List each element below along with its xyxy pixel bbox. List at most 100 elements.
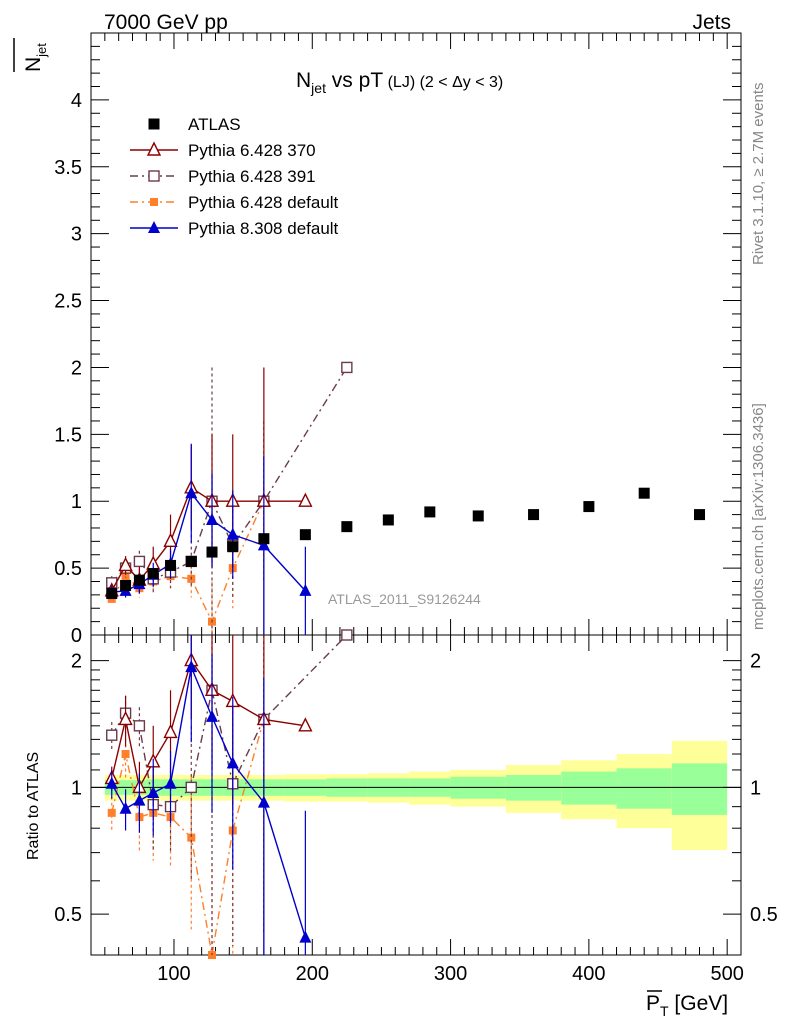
top-series-2-point bbox=[341, 361, 353, 374]
ratio-series-1-point bbox=[185, 781, 197, 794]
ylabel-main: N bbox=[22, 57, 45, 72]
green-band-bin bbox=[671, 763, 728, 815]
ratio-series-3-point bbox=[133, 793, 146, 806]
legend-label: Pythia 6.428 370 bbox=[188, 141, 316, 160]
ratio-y-tick-label: 0.5 bbox=[54, 904, 82, 926]
legend-marker bbox=[148, 170, 160, 182]
ratio-y-tick-label-right: 0.5 bbox=[750, 904, 778, 926]
ratio-series-1-point bbox=[341, 629, 353, 641]
ratio-series-1-point bbox=[106, 729, 118, 741]
ratio-series-0-point bbox=[163, 723, 178, 739]
y-tick-label: 4 bbox=[71, 90, 82, 112]
top-series-4-point bbox=[206, 512, 219, 525]
top-series-0-point bbox=[382, 514, 394, 526]
svg-text:Njet: Njet bbox=[22, 43, 49, 72]
green-band-bin bbox=[561, 771, 617, 805]
top-series-0-point bbox=[528, 509, 540, 521]
top-series-0-point bbox=[165, 559, 177, 571]
top-series-0-point bbox=[227, 541, 239, 553]
ratio-y-tick-label: 2 bbox=[71, 651, 82, 673]
x-tick-label: 200 bbox=[296, 963, 329, 985]
ratio-series-3-point bbox=[147, 785, 160, 798]
y-tick-label: 2.5 bbox=[54, 291, 82, 313]
rivet-label: Rivet 3.1.10, ≥ 2.7M events bbox=[750, 83, 767, 266]
analysis-label: ATLAS_2011_S9126244 bbox=[328, 591, 481, 607]
ratio-series-3-point bbox=[299, 930, 312, 943]
top-series-0-point bbox=[424, 506, 436, 518]
xlabel-sub: T bbox=[660, 1003, 669, 1019]
y-tick-label: 1.5 bbox=[54, 424, 82, 446]
top-series-0-point bbox=[120, 580, 132, 592]
ratio-series-3-point bbox=[226, 756, 239, 769]
main-title: Njet vs pT (LJ) (2 < Δy < 3) bbox=[296, 69, 503, 96]
top-series-0-point bbox=[341, 521, 353, 533]
ratio-series-0-point bbox=[118, 710, 133, 726]
top-series-2-point bbox=[133, 555, 146, 568]
top-series-1-point bbox=[118, 556, 133, 572]
top-series-0-point bbox=[583, 501, 595, 513]
top-series-4-point bbox=[226, 527, 239, 540]
ratio-series-3-point bbox=[119, 801, 132, 814]
xlabel-main: P bbox=[646, 992, 660, 1015]
green-band-bin bbox=[616, 768, 672, 809]
legend-label: Pythia 6.428 391 bbox=[188, 167, 316, 186]
top-series-4-point bbox=[185, 486, 198, 499]
x-tick-label: 400 bbox=[572, 963, 605, 985]
top-series-0-point bbox=[106, 588, 118, 600]
title-small: (LJ) (2 < Δy < 3) bbox=[383, 74, 503, 91]
xlabel-rest: [GeV] bbox=[669, 992, 729, 1015]
legend-label: Pythia 8.308 default bbox=[188, 219, 339, 238]
top-series-4-line bbox=[111, 491, 306, 593]
title-rest: vs pT bbox=[326, 69, 383, 92]
top-series-0-point bbox=[472, 510, 484, 522]
x-tick-label: 300 bbox=[434, 963, 467, 985]
header-right-label: Jets bbox=[692, 11, 731, 34]
legend-marker bbox=[150, 198, 158, 206]
legend-label: ATLAS bbox=[188, 115, 241, 134]
top-series-0-point bbox=[258, 533, 270, 545]
ratio-series-3-point bbox=[164, 776, 177, 789]
x-tick-label: 100 bbox=[157, 963, 190, 985]
header-left-label: 7000 GeV pp bbox=[104, 11, 228, 34]
top-series-4-point bbox=[299, 583, 312, 596]
top-plot-series bbox=[104, 361, 706, 635]
mcplots-label: mcplots.cern.ch [arXiv:1306.3436] bbox=[750, 403, 767, 630]
top-series-0-point bbox=[638, 487, 650, 499]
y-tick-label: 0.5 bbox=[54, 558, 82, 580]
ratio-plot-series bbox=[104, 629, 353, 959]
top-series-1-point bbox=[298, 492, 313, 507]
top-series-0-point bbox=[299, 529, 311, 541]
ratio-series-2-point bbox=[107, 808, 116, 817]
title-main: N bbox=[296, 69, 311, 92]
top-series-2-line bbox=[111, 367, 348, 584]
xlabel: PT [GeV] bbox=[646, 992, 728, 1019]
ratio-series-1-point bbox=[133, 720, 146, 732]
top-series-0-point bbox=[147, 567, 159, 579]
ratio-series-3-point bbox=[257, 795, 270, 808]
top-series-0-point bbox=[185, 555, 197, 567]
top-series-4-point bbox=[257, 538, 270, 551]
legend-marker bbox=[148, 221, 160, 233]
ratio-y-tick-label: 1 bbox=[71, 777, 82, 799]
top-ylabel: Njet bbox=[22, 43, 49, 72]
ratio-series-3-point bbox=[105, 776, 118, 789]
top-series-3-point bbox=[121, 572, 130, 581]
ratio-series-3-point bbox=[206, 709, 219, 722]
ratio-y-tick-label-right: 2 bbox=[750, 651, 761, 673]
x-tick-label: 500 bbox=[710, 963, 743, 985]
y-tick-label: 2 bbox=[71, 357, 82, 379]
ratio-series-3-point bbox=[185, 660, 198, 673]
title-sub: jet bbox=[310, 80, 326, 96]
ratio-ylabel: Ratio to ATLAS bbox=[25, 752, 42, 860]
top-series-0-point bbox=[206, 546, 218, 558]
ratio-series-3-line bbox=[111, 664, 307, 938]
legend-marker bbox=[148, 118, 160, 130]
ratio-series-0-line bbox=[111, 658, 306, 790]
ratio-series-2-point bbox=[121, 750, 130, 759]
axes-ticks: 100 200 300 400 500 0 0.5 1 1.5 2 2.5 3 3.5 4 0.5 0.5 1 1… bbox=[54, 32, 778, 985]
y-tick-label: 3 bbox=[71, 224, 82, 246]
ratio-series-2-point bbox=[187, 833, 196, 842]
legend-label: Pythia 6.428 default bbox=[188, 193, 339, 212]
top-series-1-point bbox=[163, 532, 178, 548]
